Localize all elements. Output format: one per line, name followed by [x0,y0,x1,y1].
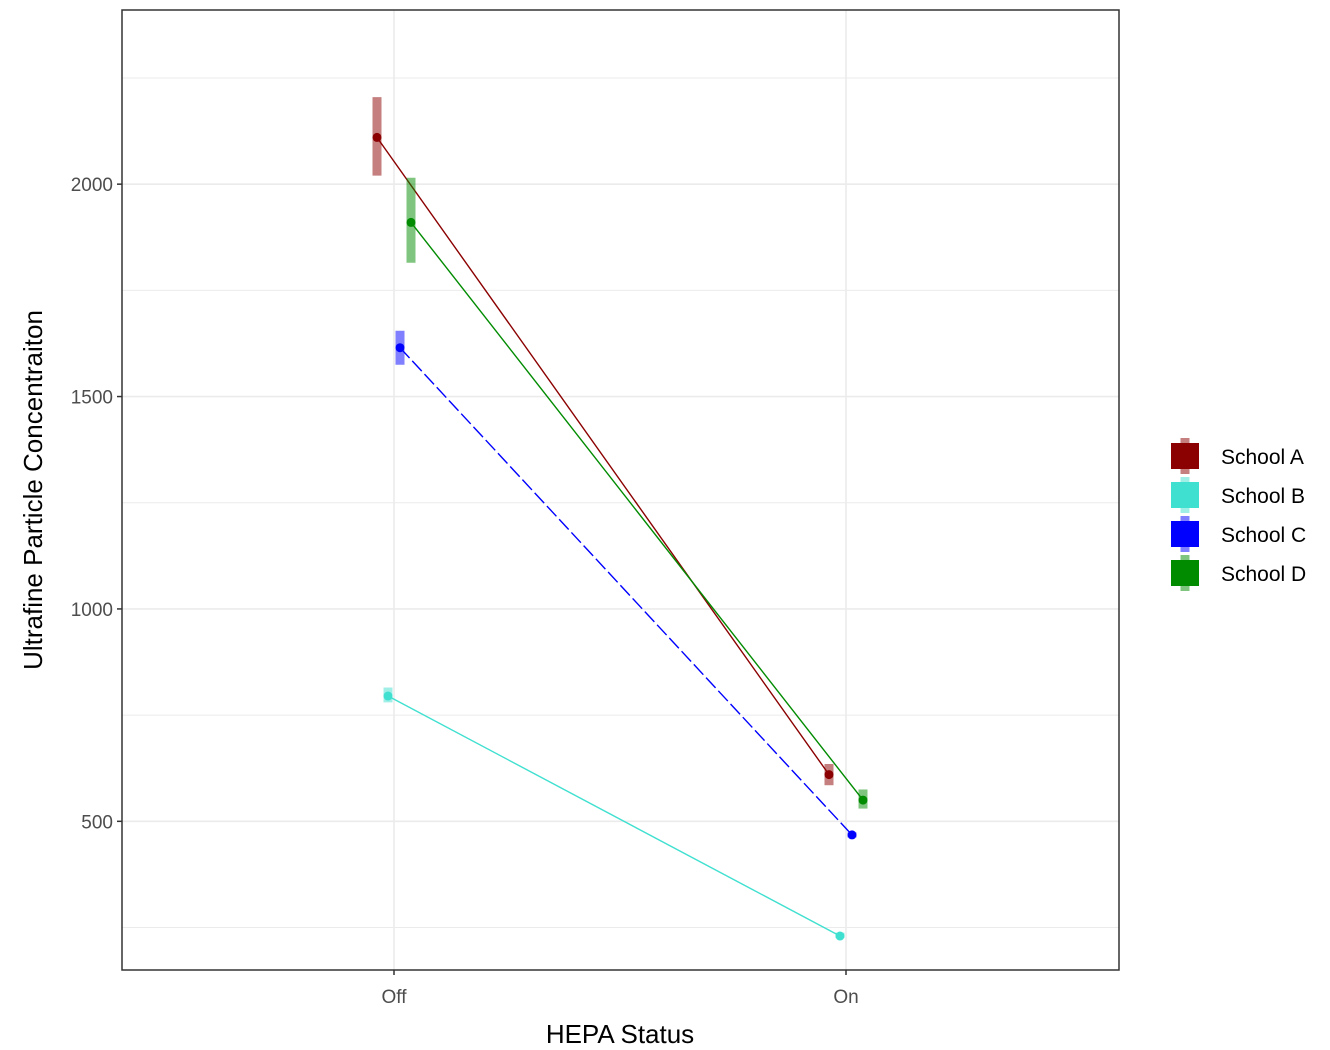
axes: 500 1000 1500 2000 Off On [71,175,859,1008]
y-axis-title: Ultrafine Particle Concentraiton [18,310,48,670]
y-tick-label: 1500 [71,388,113,409]
legend-key-swatch [1171,521,1199,547]
series-line [410,221,864,801]
legend-key-swatch [1171,482,1199,508]
x-tick-label: On [833,987,858,1008]
grid [122,10,1119,970]
y-tick-label: 1000 [71,600,113,621]
legend-key-swatch [1171,560,1199,586]
legend-key-swatch [1171,443,1199,469]
series-layer [372,97,868,941]
legend: School A School B School C School D [1171,438,1306,591]
legend-label: School A [1221,446,1304,469]
data-point [847,830,857,840]
data-point [835,931,845,941]
data-point [824,770,834,780]
data-point [406,217,416,227]
series-line [399,347,853,836]
legend-label: School D [1221,563,1306,586]
y-tick-label: 500 [81,812,113,833]
data-point [383,691,393,701]
data-point [395,343,405,353]
series-line [387,695,841,937]
legend-label: School B [1221,485,1305,508]
panel-border [121,9,1120,971]
y-tick-label: 2000 [71,175,113,196]
series-line [376,137,830,776]
x-tick-label: Off [382,987,408,1008]
x-axis-title: HEPA Status [546,1019,694,1049]
data-point [858,795,868,805]
data-point [372,132,382,142]
legend-label: School C [1221,524,1306,547]
